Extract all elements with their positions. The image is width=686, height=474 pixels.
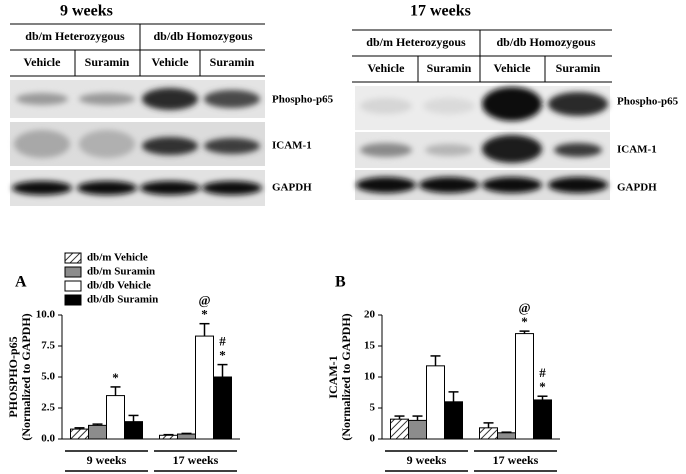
x-tick-label: 17 weeks [173, 453, 219, 467]
group-label: db/m Heterozygous [25, 29, 125, 43]
bar [426, 365, 445, 440]
annotation: * [521, 314, 528, 329]
blot-panel: 17 weeks db/m Heterozygous db/db Homozyg… [352, 3, 679, 200]
lane-label: Suramin [85, 55, 130, 69]
bar [70, 428, 89, 440]
lane-label: Vehicle [152, 55, 190, 69]
legend-label: db/db Suramin [87, 294, 158, 306]
annotation: @ [518, 300, 530, 315]
y-tick-label: 5 [370, 402, 376, 414]
bands [12, 88, 262, 195]
blot-panel: 9 weeks db/m Heterozygous db/db Homozygo… [10, 3, 334, 206]
panel-label: B [335, 274, 346, 291]
legend-swatch [64, 266, 82, 278]
lane-label: Suramin [427, 61, 472, 75]
x-tick-label: 9 weeks [407, 453, 447, 467]
panel-label: A [15, 274, 27, 291]
y-tick-label: 0.0 [41, 433, 55, 445]
lane-label: Vehicle [368, 61, 406, 75]
blot-title: 9 weeks [60, 3, 113, 20]
annotation: * [219, 348, 226, 363]
group-label: db/db Homozygous [153, 29, 252, 43]
row-label: Phospho-p65 [272, 94, 334, 106]
bar [88, 424, 107, 440]
row-label: ICAM-1 [272, 140, 312, 152]
y-axis-label: (Normalized to GAPDH) [19, 313, 33, 440]
y-tick-label: 7.5 [41, 340, 55, 352]
y-tick-label: 2.5 [41, 402, 55, 414]
annotation: * [201, 307, 208, 322]
legend-swatch [64, 280, 82, 292]
row-label: GAPDH [272, 182, 312, 194]
lane-label: Suramin [556, 61, 601, 75]
y-tick-label: 10.0 [36, 309, 56, 321]
row-label: GAPDH [617, 182, 657, 194]
bar [213, 376, 232, 440]
legend-label: db/db Vehicle [87, 280, 151, 292]
legend-swatch [64, 252, 82, 264]
bar [177, 433, 196, 440]
annotation: * [112, 370, 119, 385]
legend-label: db/m Suramin [87, 266, 155, 278]
annotation: * [539, 379, 546, 394]
lane-label: Vehicle [494, 61, 532, 75]
lane-label: Suramin [210, 55, 255, 69]
bar [390, 418, 409, 440]
bar [479, 427, 498, 440]
lane-label: Vehicle [24, 55, 62, 69]
bands [356, 87, 608, 193]
x-tick-label: 9 weeks [87, 453, 127, 467]
bar [195, 335, 214, 440]
y-tick-label: 5.0 [41, 371, 55, 383]
legend-label: db/m Vehicle [87, 252, 148, 264]
x-tick-label: 17 weeks [493, 453, 539, 467]
y-axis-label: ICAM-1 [326, 355, 340, 398]
bar [444, 401, 463, 440]
annotation: # [219, 334, 226, 349]
legend-swatch [64, 294, 82, 306]
y-tick-label: 20 [364, 309, 376, 321]
group-label: db/m Heterozygous [366, 35, 466, 49]
y-axis-label: (Normalized to GAPDH) [339, 313, 353, 440]
y-tick-label: 15 [364, 340, 376, 352]
bar [106, 395, 125, 440]
y-tick-label: 10 [364, 371, 376, 383]
bar [124, 421, 143, 440]
group-label: db/db Homozygous [496, 35, 595, 49]
bar [159, 434, 178, 440]
y-tick-label: 0 [370, 433, 376, 445]
row-label: ICAM-1 [617, 144, 657, 156]
row-label: Phospho-p65 [617, 96, 679, 108]
bar [408, 419, 427, 440]
y-axis-label: PHOSPHO-p65 [6, 336, 20, 417]
blot-title: 17 weeks [410, 3, 471, 20]
bar [533, 399, 552, 440]
bar [497, 432, 516, 440]
bar [515, 333, 534, 440]
annotation: @ [198, 293, 210, 308]
annotation: # [539, 365, 546, 380]
